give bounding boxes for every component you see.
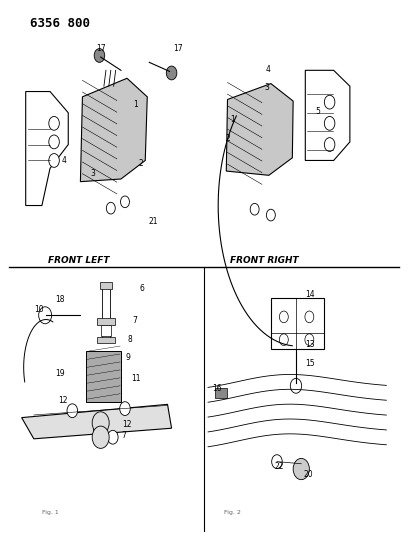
Text: 8: 8 [128,335,133,344]
Text: 7: 7 [121,431,126,440]
Bar [100,282,112,289]
Circle shape [272,455,282,469]
Text: 19: 19 [55,369,65,378]
Text: 12: 12 [58,395,68,405]
Text: Fig. 1: Fig. 1 [42,510,59,515]
Circle shape [49,135,59,149]
Bar [97,318,115,325]
Text: 12: 12 [122,420,132,429]
Bar [101,325,111,336]
Circle shape [324,138,335,151]
Circle shape [120,402,130,416]
Circle shape [67,404,78,418]
Circle shape [305,334,314,345]
Text: 4: 4 [62,156,67,165]
Text: 7: 7 [132,316,137,325]
Circle shape [39,307,52,324]
Text: FRONT LEFT: FRONT LEFT [48,256,109,265]
Circle shape [266,209,275,221]
Text: 17: 17 [173,44,182,53]
Circle shape [106,203,115,214]
Text: 10: 10 [34,305,44,314]
Bar [102,288,110,341]
Circle shape [92,412,109,434]
Text: 6356 800: 6356 800 [30,17,90,30]
Circle shape [293,458,309,480]
Text: Fig. 2: Fig. 2 [224,510,241,515]
Polygon shape [80,78,147,182]
Text: 21: 21 [149,217,158,226]
Text: 3: 3 [264,83,269,92]
Circle shape [166,66,177,80]
Text: 18: 18 [55,295,65,304]
Text: 6: 6 [140,284,145,293]
Text: 11: 11 [131,374,141,383]
Text: 13: 13 [305,341,315,350]
Text: FRONT RIGHT: FRONT RIGHT [231,256,299,265]
Circle shape [324,116,335,130]
Circle shape [305,311,314,322]
Circle shape [49,154,59,167]
Text: 20: 20 [304,470,313,479]
Circle shape [120,196,129,208]
Text: 22: 22 [274,463,284,471]
Circle shape [94,49,105,62]
Text: 1: 1 [133,100,137,109]
Bar [97,337,115,343]
Circle shape [279,311,288,322]
Text: 5: 5 [315,107,320,116]
Text: 16: 16 [212,384,222,393]
Circle shape [49,116,59,130]
Text: 15: 15 [305,359,315,367]
Text: 17: 17 [96,44,106,53]
Circle shape [250,204,259,215]
Text: 14: 14 [305,289,315,298]
Polygon shape [22,405,172,439]
Text: 2: 2 [226,134,231,143]
Polygon shape [226,84,293,175]
Text: 2: 2 [139,159,144,167]
Bar [271,298,324,349]
Circle shape [324,95,335,109]
Circle shape [93,425,104,439]
Circle shape [108,430,118,444]
Bar [215,389,227,398]
Text: 1: 1 [230,115,235,124]
Circle shape [92,426,109,448]
Text: 4: 4 [266,64,271,74]
Text: 9: 9 [125,353,130,362]
Circle shape [290,378,302,393]
Text: 3: 3 [90,169,95,178]
Bar [86,351,121,402]
Circle shape [279,334,288,345]
